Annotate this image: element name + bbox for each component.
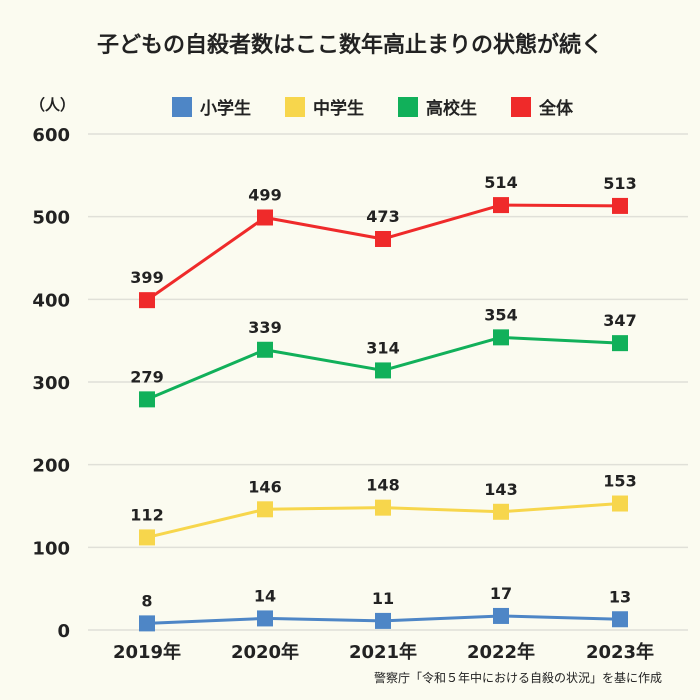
data-label: 314 xyxy=(366,338,399,357)
data-label: 143 xyxy=(484,480,517,499)
data-label: 279 xyxy=(130,367,163,386)
chart-title: 子どもの自殺者数はここ数年高止まりの状態が続く xyxy=(97,32,603,58)
y-tick-label: 500 xyxy=(32,208,70,229)
data-label: 8 xyxy=(141,591,152,610)
data-label: 473 xyxy=(366,207,399,226)
series-2: 279 339 314 354 347 xyxy=(130,305,637,408)
y-tick-label: 300 xyxy=(32,373,70,394)
y-axis: 0 100 200 300 400 500 600 xyxy=(32,125,70,642)
y-tick-label: 0 xyxy=(57,621,70,642)
x-tick-label: 2019年 xyxy=(113,641,181,663)
data-label: 146 xyxy=(248,477,281,496)
legend-label: 中学生 xyxy=(313,98,364,119)
plot-area: 8 14 11 17 13 112 146 148 143 153 279 339 314 354 347 3… xyxy=(130,173,637,632)
data-point xyxy=(139,615,155,632)
data-point xyxy=(375,230,391,247)
data-point xyxy=(139,529,155,546)
data-label: 17 xyxy=(490,584,512,603)
data-point xyxy=(257,209,273,226)
x-tick-label: 2020年 xyxy=(231,641,299,663)
y-tick-label: 600 xyxy=(32,125,70,146)
data-label: 13 xyxy=(609,587,631,606)
data-label: 499 xyxy=(248,185,281,204)
data-point xyxy=(493,329,509,346)
data-point xyxy=(612,335,628,352)
y-axis-unit: （人） xyxy=(30,96,75,114)
data-point xyxy=(257,501,273,518)
data-label: 11 xyxy=(372,589,394,608)
data-point xyxy=(375,499,391,516)
legend-label: 高校生 xyxy=(426,98,477,119)
data-label: 14 xyxy=(254,586,276,605)
legend-swatch xyxy=(172,97,192,117)
data-label: 112 xyxy=(130,505,163,524)
legend: 小学生 中学生 高校生 全体 xyxy=(172,97,574,119)
data-label: 148 xyxy=(366,476,399,495)
data-label: 399 xyxy=(130,268,163,287)
data-point xyxy=(493,197,509,214)
y-tick-label: 100 xyxy=(32,538,70,559)
data-label: 153 xyxy=(603,472,636,491)
y-tick-label: 400 xyxy=(32,290,70,311)
x-axis: 2019年 2020年 2021年 2022年 2023年 xyxy=(113,641,654,663)
data-point xyxy=(612,611,628,628)
data-point xyxy=(375,612,391,629)
x-tick-label: 2022年 xyxy=(467,641,535,663)
legend-label: 小学生 xyxy=(200,98,251,119)
series-1: 112 146 148 143 153 xyxy=(130,472,637,546)
data-point xyxy=(375,362,391,379)
data-label: 354 xyxy=(484,305,517,324)
legend-swatch xyxy=(285,97,305,117)
x-tick-label: 2023年 xyxy=(586,641,654,663)
y-tick-label: 200 xyxy=(32,456,70,477)
source-note: 警察庁「令和５年中における自殺の状況」を基に作成 xyxy=(374,670,662,685)
data-label: 514 xyxy=(484,173,517,192)
legend-swatch xyxy=(398,97,418,117)
series-0: 8 14 11 17 13 xyxy=(139,584,631,632)
data-label: 339 xyxy=(248,318,281,337)
legend-label: 全体 xyxy=(538,98,574,119)
data-point xyxy=(257,610,273,627)
legend-swatch xyxy=(511,97,531,117)
data-point xyxy=(257,341,273,358)
data-point xyxy=(139,292,155,309)
data-point xyxy=(493,503,509,520)
data-point xyxy=(612,197,628,214)
data-label: 347 xyxy=(603,311,636,330)
data-point xyxy=(612,495,628,512)
data-label: 513 xyxy=(603,174,636,193)
data-point xyxy=(493,607,509,624)
series-3: 399 499 473 514 513 xyxy=(130,173,637,309)
data-point xyxy=(139,391,155,408)
x-tick-label: 2021年 xyxy=(349,641,417,663)
